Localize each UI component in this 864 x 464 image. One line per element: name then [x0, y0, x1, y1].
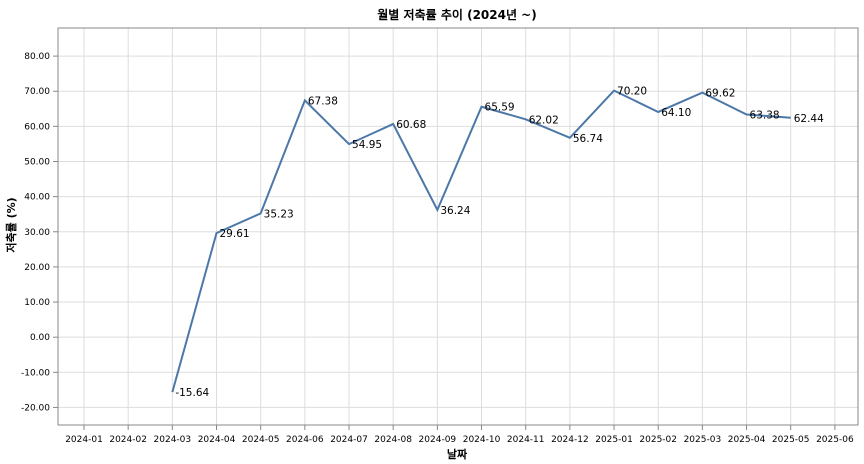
y-axis-title: 저축률 (%)	[4, 197, 18, 252]
y-tick-label: 0.00	[30, 333, 50, 343]
x-tick-label: 2024-02	[109, 435, 147, 445]
x-tick-label: 2024-01	[65, 435, 103, 445]
x-tick-label: 2024-10	[463, 435, 501, 445]
data-label: 60.68	[396, 119, 426, 131]
data-label: 63.38	[750, 109, 780, 121]
data-label: 65.59	[485, 102, 515, 114]
x-tick-label: 2024-07	[330, 435, 368, 445]
x-tick-label: 2024-06	[286, 435, 324, 445]
y-tick-label: -20.00	[21, 403, 50, 413]
y-tick-label: 70.00	[24, 87, 50, 97]
x-tick-label: 2024-05	[242, 435, 280, 445]
x-tick-label: 2025-06	[816, 435, 854, 445]
series-layer	[171, 89, 791, 393]
grid-layer	[58, 28, 858, 425]
y-tick-label: 30.00	[24, 228, 50, 238]
data-label: 64.10	[661, 107, 691, 119]
plot-frame	[57, 27, 859, 426]
x-tick-label: 2025-01	[595, 435, 633, 445]
x-tick-label: 2025-04	[728, 435, 766, 445]
x-tick-label: 2025-05	[772, 435, 810, 445]
x-tick-label: 2025-03	[684, 435, 722, 445]
x-tick-label: 2024-04	[198, 435, 236, 445]
data-label-layer: -15.64 29.61 35.23 67.38 54.95 60.68 36.24 65.5…	[175, 86, 824, 400]
series-line	[171, 89, 791, 393]
axis-layer: 2024-01 2024-02 2024-03 2024-04 2024-05 2024-…	[21, 27, 859, 445]
data-label: 67.38	[308, 95, 338, 107]
x-tick-label: 2024-11	[507, 435, 545, 445]
data-label: 62.02	[529, 114, 559, 126]
x-tick-label: 2025-02	[639, 435, 677, 445]
x-axis-title: 날짜	[447, 447, 468, 461]
data-label: -15.64	[175, 387, 209, 399]
x-tick-label: 2024-09	[419, 435, 457, 445]
data-label: 29.61	[220, 228, 250, 240]
y-tick-label: 10.00	[24, 298, 50, 308]
data-label: 36.24	[440, 205, 470, 217]
y-tick-label: 40.00	[24, 193, 50, 203]
chart-title: 월별 저축률 추이 (2024년 ~)	[377, 7, 536, 22]
y-tick-label: 50.00	[24, 158, 50, 168]
data-label: 56.74	[573, 133, 603, 145]
x-tick-label: 2024-12	[551, 435, 589, 445]
y-tick-label: -10.00	[21, 368, 50, 378]
y-tick-label: 60.00	[24, 122, 50, 132]
x-tick-label: 2024-08	[374, 435, 412, 445]
y-tick-label: 80.00	[24, 52, 50, 62]
data-label: 69.62	[705, 88, 735, 100]
y-tick-label: 20.00	[24, 263, 50, 273]
data-label: 54.95	[352, 139, 382, 151]
data-label: 62.44	[794, 113, 824, 125]
data-label: 35.23	[264, 208, 294, 220]
x-tick-label: 2024-03	[154, 435, 192, 445]
data-label: 70.20	[617, 86, 647, 98]
